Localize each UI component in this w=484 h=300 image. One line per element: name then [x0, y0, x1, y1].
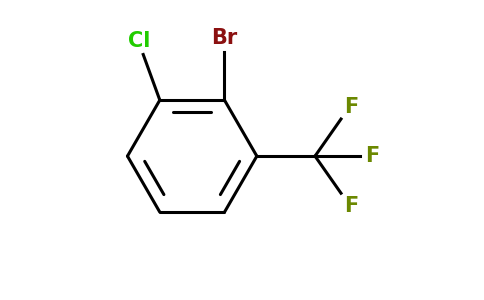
Text: Br: Br [212, 28, 238, 48]
Text: F: F [344, 196, 358, 215]
Text: F: F [344, 97, 358, 117]
Text: F: F [365, 146, 379, 166]
Text: Cl: Cl [128, 31, 151, 51]
